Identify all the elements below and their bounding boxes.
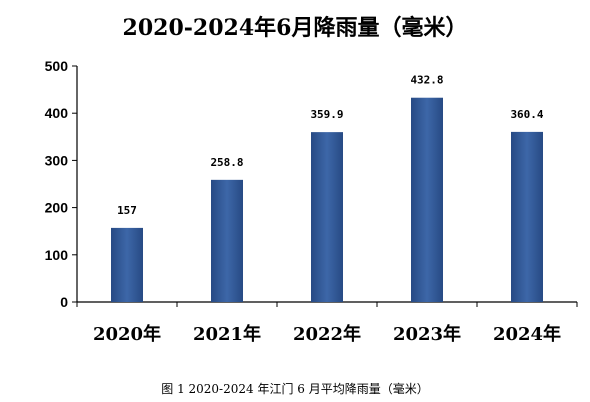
bar-2021年	[211, 179, 243, 302]
bar-2024年	[511, 131, 543, 302]
data-label: 360.4	[510, 108, 543, 121]
figure-caption: 图 1 2020-2024 年江门 6 月平均降雨量（毫米）	[161, 382, 429, 396]
x-tick-label: 2020年	[93, 323, 161, 345]
data-label: 157	[117, 204, 137, 217]
y-tick-label: 500	[45, 58, 69, 74]
x-tick-label: 2022年	[293, 323, 361, 345]
x-tick-label: 2023年	[393, 323, 461, 345]
data-label: 359.9	[310, 108, 343, 121]
data-label: 258.8	[210, 156, 243, 169]
data-label: 432.8	[410, 74, 443, 87]
y-tick-label: 200	[45, 200, 69, 216]
x-tick-label: 2024年	[493, 323, 561, 345]
chart-title: 2020-2024年6月降雨量（毫米）	[122, 15, 468, 41]
y-tick-label: 300	[45, 152, 69, 168]
bar-2022年	[311, 132, 343, 302]
y-tick-label: 100	[45, 247, 69, 263]
y-tick-label: 400	[45, 105, 69, 121]
x-tick-label: 2021年	[193, 323, 261, 345]
bar-2023年	[411, 97, 443, 302]
bar-2020年	[111, 227, 143, 302]
y-tick-label: 0	[60, 294, 68, 310]
